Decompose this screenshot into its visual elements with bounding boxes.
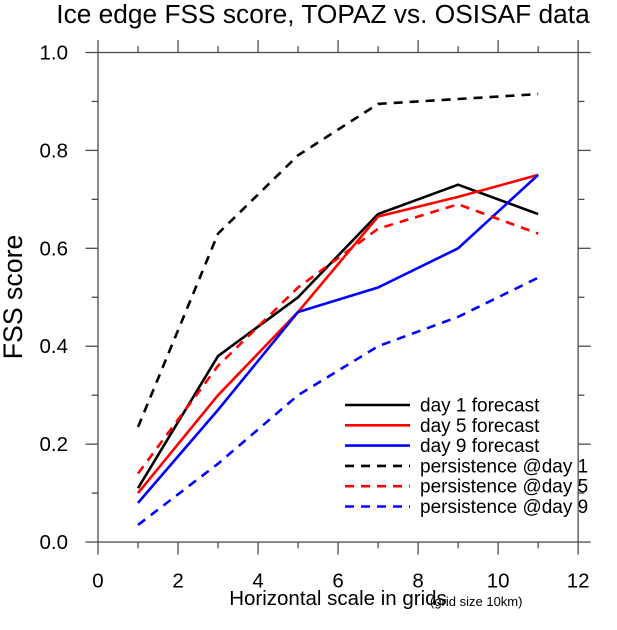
svg-text:day 9 forecast: day 9 forecast — [420, 436, 540, 457]
svg-text:persistence @day 1: persistence @day 1 — [420, 456, 588, 477]
svg-text:0: 0 — [92, 569, 103, 592]
svg-text:0.2: 0.2 — [40, 433, 69, 456]
svg-text:FSS score: FSS score — [0, 235, 28, 360]
svg-text:Horizontal scale in grids: Horizontal scale in grids — [229, 587, 447, 610]
svg-text:persistence @day 5: persistence @day 5 — [420, 477, 588, 498]
svg-text:0.8: 0.8 — [40, 139, 69, 162]
svg-text:1.0: 1.0 — [40, 42, 69, 65]
svg-text:persistence @day 9: persistence @day 9 — [420, 497, 588, 518]
svg-text:(grid size 10km): (grid size 10km) — [430, 594, 522, 609]
svg-text:0.4: 0.4 — [40, 335, 69, 358]
svg-text:day 5 forecast: day 5 forecast — [420, 416, 540, 437]
svg-text:0.6: 0.6 — [40, 237, 69, 260]
svg-text:12: 12 — [567, 569, 590, 592]
svg-text:day 1 forecast: day 1 forecast — [420, 396, 540, 417]
svg-text:0.0: 0.0 — [40, 531, 69, 554]
svg-text:2: 2 — [172, 569, 183, 592]
svg-text:Ice edge FSS score, TOPAZ vs.: Ice edge FSS score, TOPAZ vs. OSISAF dat… — [56, 0, 590, 29]
svg-text:10: 10 — [487, 569, 510, 592]
